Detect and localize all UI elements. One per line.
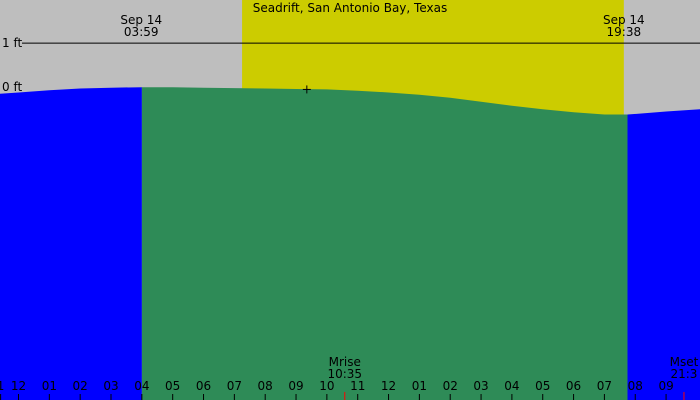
hour-tick-label: 03 xyxy=(103,379,118,393)
hour-tick-label: 01 xyxy=(42,379,57,393)
moon-event-time: 10:35 xyxy=(327,367,362,381)
hour-tick-label: 09 xyxy=(288,379,303,393)
hour-tick-label: 12 xyxy=(381,379,396,393)
sun-event-date: Sep 14 xyxy=(603,13,645,27)
hour-tick-label: 1 xyxy=(0,379,4,393)
hour-tick-label: 12 xyxy=(11,379,26,393)
y-tick-label: 0 ft xyxy=(2,80,22,94)
crosshair-marker xyxy=(302,85,311,94)
hour-tick-label: 04 xyxy=(134,379,149,393)
hour-tick-label: 08 xyxy=(628,379,643,393)
hour-tick-label: 01 xyxy=(412,379,427,393)
hour-tick-label: 06 xyxy=(196,379,211,393)
chart-title: Seadrift, San Antonio Bay, Texas xyxy=(253,1,447,15)
tide-area-night-after xyxy=(627,109,700,400)
tide-area-night-before xyxy=(0,87,142,400)
hour-tick-label: 06 xyxy=(566,379,581,393)
hour-tick-label: 02 xyxy=(73,379,88,393)
hour-tick-label: 05 xyxy=(165,379,180,393)
sun-event-date: Sep 14 xyxy=(120,13,162,27)
hour-tick-label: 04 xyxy=(504,379,519,393)
moon-event-label: Mset xyxy=(670,355,699,369)
hour-tick-label: 05 xyxy=(535,379,550,393)
hour-tick-label: 09 xyxy=(658,379,673,393)
hour-tick-label: 03 xyxy=(473,379,488,393)
tide-area-day xyxy=(141,87,628,400)
y-tick-label: 1 ft xyxy=(2,36,22,50)
hour-tick-label: 08 xyxy=(258,379,273,393)
hour-tick-label: 07 xyxy=(227,379,242,393)
hour-tick-label: 07 xyxy=(597,379,612,393)
moon-event-label: Mrise xyxy=(329,355,361,369)
moon-event-time: 21:3 xyxy=(670,367,697,381)
sun-event-time: 03:59 xyxy=(124,25,159,39)
sun-event-time: 19:38 xyxy=(607,25,642,39)
hour-tick-label: 11 xyxy=(350,379,365,393)
hour-tick-label: 02 xyxy=(443,379,458,393)
hour-tick-label: 10 xyxy=(319,379,334,393)
